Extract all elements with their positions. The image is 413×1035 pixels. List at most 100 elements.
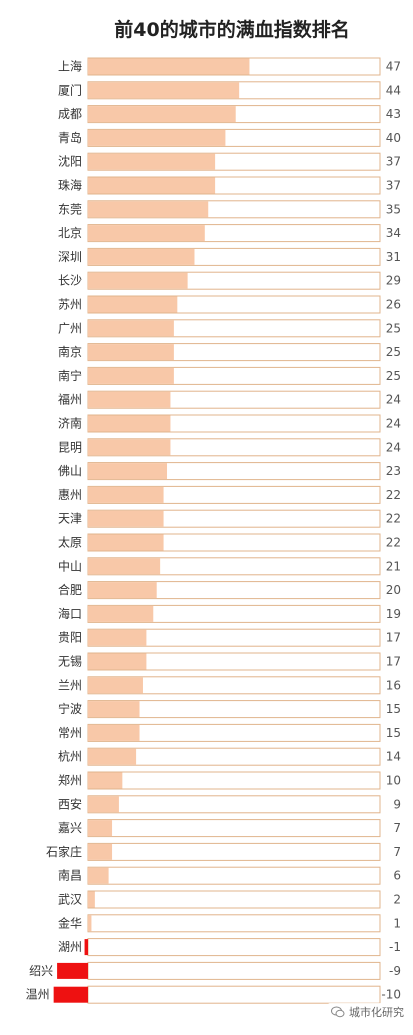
category-label: 昆明 [58, 440, 82, 454]
bar-row: 天津 22 [58, 509, 401, 528]
category-label: 海口 [58, 606, 82, 621]
bar [88, 344, 174, 361]
value-label: 21 [386, 559, 401, 573]
bar-row: 长沙 29 [58, 271, 401, 290]
bar [88, 201, 209, 218]
bar-row: 石家庄 7 [46, 842, 401, 861]
category-label: 深圳 [58, 250, 82, 264]
category-label: 湖州 [58, 939, 82, 954]
value-label: 17 [386, 631, 401, 645]
bar-row: 太原 22 [58, 533, 401, 552]
bar [88, 177, 216, 194]
value-label: 26 [386, 298, 401, 312]
bar-track [87, 771, 381, 790]
bar-row: 海口 19 [58, 604, 401, 623]
bar [88, 772, 123, 789]
category-label: 无锡 [58, 654, 82, 669]
bar [88, 915, 92, 932]
bar-row: 郑州 10 [58, 771, 401, 790]
bar-row: 沈阳 37 [58, 152, 401, 171]
category-label: 贵阳 [58, 631, 82, 645]
bar-track [87, 890, 381, 909]
bar-track [87, 938, 381, 957]
bar [88, 391, 171, 408]
bar-row: 南京 25 [58, 343, 401, 362]
bar [88, 653, 147, 670]
value-label: 20 [386, 583, 401, 597]
value-label: -10 [381, 988, 401, 1002]
bar [88, 843, 113, 860]
value-label: 44 [386, 83, 401, 97]
value-label: 29 [386, 274, 401, 288]
value-label: 22 [386, 512, 401, 526]
bar [53, 986, 88, 1003]
bar-row: 珠海 37 [58, 176, 401, 195]
category-label: 兰州 [58, 678, 82, 692]
category-label: 东莞 [58, 202, 82, 216]
bar-row: 贵阳 17 [58, 628, 401, 647]
bar [88, 510, 164, 527]
bar [88, 296, 178, 313]
value-label: 17 [386, 655, 401, 669]
bar-row: 合肥 20 [58, 581, 401, 600]
watermark: 城市化研究 [328, 1003, 407, 1021]
value-label: 37 [386, 155, 401, 169]
bar-row: 成都 43 [58, 105, 401, 124]
bar-row: 青岛 40 [58, 128, 401, 147]
value-label: 1 [393, 916, 401, 930]
category-label: 苏州 [58, 298, 82, 312]
bar-row: 嘉兴 7 [58, 819, 401, 838]
category-label: 青岛 [58, 130, 82, 145]
category-label: 珠海 [58, 178, 82, 193]
bar-row: 东莞 35 [58, 200, 401, 219]
bar-row: 南宁 25 [58, 366, 401, 385]
value-label: 23 [386, 464, 401, 478]
category-label: 福州 [58, 392, 82, 407]
value-label: 22 [386, 488, 401, 502]
value-label: 16 [386, 678, 401, 692]
bar-row: 深圳 31 [58, 247, 401, 266]
bar [88, 58, 250, 75]
bar [88, 415, 171, 432]
bar-row: 济南 24 [58, 414, 401, 433]
bar-row: 苏州 26 [58, 295, 401, 314]
bar-row: 北京 34 [58, 224, 401, 243]
bar [88, 582, 157, 599]
bar [88, 748, 137, 765]
bar [88, 272, 188, 289]
wechat-icon [331, 1006, 345, 1018]
bar-row: 绍兴 -9 [29, 961, 401, 980]
bar-row: 广州 25 [58, 319, 401, 338]
bar-row: 金华 1 [58, 914, 401, 933]
value-label: 6 [393, 869, 401, 883]
category-label: 沈阳 [58, 154, 82, 169]
value-label: 15 [386, 702, 401, 716]
category-label: 合肥 [58, 582, 82, 597]
bar-row: 兰州 16 [58, 676, 401, 695]
bar [88, 82, 240, 99]
bar [88, 320, 174, 337]
category-label: 太原 [58, 535, 82, 550]
value-label: -1 [389, 940, 401, 954]
category-label: 南宁 [58, 368, 82, 383]
category-label: 上海 [58, 59, 82, 74]
category-label: 武汉 [58, 893, 82, 907]
category-label: 杭州 [58, 749, 82, 764]
bar-row: 湖州 -1 [58, 938, 401, 957]
category-label: 南昌 [58, 868, 82, 883]
value-label: 14 [386, 750, 401, 764]
value-label: 7 [393, 821, 401, 835]
bar [88, 605, 154, 622]
value-label: 37 [386, 179, 401, 193]
category-label: 金华 [58, 915, 82, 930]
bar-row: 常州 15 [58, 723, 401, 742]
bar [88, 891, 95, 908]
value-label: 25 [386, 369, 401, 383]
bar-row: 中山 21 [58, 557, 401, 576]
bar-row: 杭州 14 [58, 747, 401, 766]
bar [88, 534, 164, 551]
bar [88, 724, 140, 741]
bar-track [87, 961, 381, 980]
